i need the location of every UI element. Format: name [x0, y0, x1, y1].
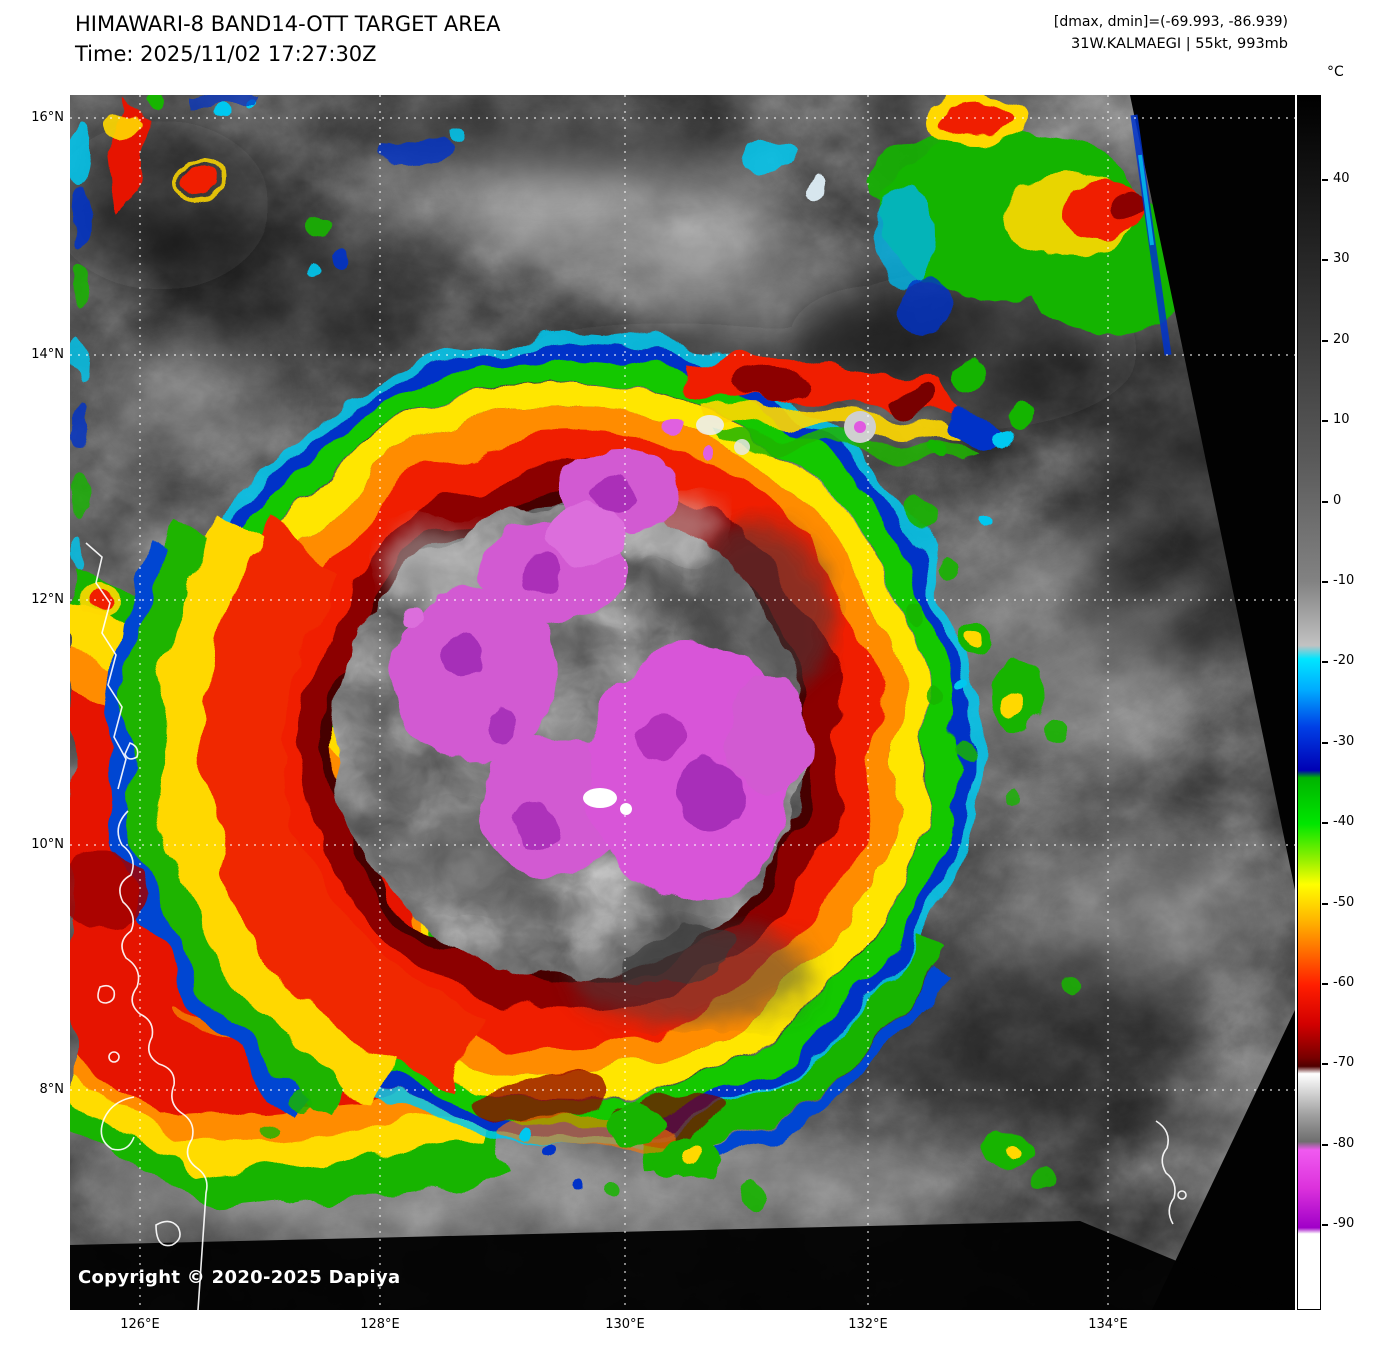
colorbar-tick-label: -90: [1333, 1216, 1355, 1231]
colorbar-tick-mark: [1322, 1063, 1328, 1065]
colorbar-tick-label: 10: [1333, 412, 1350, 427]
colorbar-tick-mark: [1322, 1144, 1328, 1146]
header-dmax-dmin: [dmax, dmin]=(-69.993, -86.939): [1053, 14, 1288, 30]
colorbar-tick-label: -10: [1333, 573, 1355, 588]
colorbar-tick-label: 30: [1333, 251, 1350, 266]
colorbar-tick-label: -50: [1333, 895, 1355, 910]
colorbar-tick-mark: [1322, 903, 1328, 905]
colorbar-tick-mark: [1322, 581, 1328, 583]
satellite-plot: Copyright © 2020-2025 Dapiya: [70, 95, 1295, 1310]
colorbar-tick-label: 0: [1333, 493, 1342, 508]
lat-tick-label: 16°N: [31, 110, 64, 125]
colorbar-tick-label: -40: [1333, 814, 1355, 829]
warm-spot-in-core: [583, 411, 876, 815]
colorbar-tick-mark: [1322, 420, 1328, 422]
colorbar-tick-label: 20: [1333, 332, 1350, 347]
scattered-convection: [70, 95, 1200, 1207]
colorbar-tick-mark: [1322, 983, 1328, 985]
colorbar-tick-mark: [1322, 259, 1328, 261]
header-time: Time: 2025/11/02 17:27:30Z: [75, 42, 377, 66]
colorbar-tick-label: -70: [1333, 1055, 1355, 1070]
colorbar-tick-label: -20: [1333, 653, 1355, 668]
lat-tick-label: 10°N: [31, 837, 64, 852]
colorbar-tick-mark: [1322, 501, 1328, 503]
colorbar-unit-label: °C: [1327, 64, 1344, 80]
satellite-image: [70, 95, 1295, 1310]
lon-tick-label: 126°E: [120, 1317, 160, 1332]
coastlines: [85, 542, 1187, 1310]
colorbar-tick-label: 40: [1333, 171, 1350, 186]
lon-tick-label: 134°E: [1088, 1317, 1128, 1332]
colorbar-tick-mark: [1322, 822, 1328, 824]
colorbar-tick-label: -80: [1333, 1136, 1355, 1151]
colorbar-tick-label: -30: [1333, 734, 1355, 749]
colorbar-tick-mark: [1322, 179, 1328, 181]
lat-tick-label: 8°N: [39, 1082, 65, 1097]
colorbar-tick-mark: [1322, 340, 1328, 342]
lat-tick-label: 12°N: [31, 592, 64, 607]
header-storm-label: 31W.KALMAEGI | 55kt, 993mb: [1071, 36, 1288, 52]
header-title: HIMAWARI-8 BAND14-OTT TARGET AREA: [75, 12, 501, 36]
lon-tick-label: 132°E: [848, 1317, 888, 1332]
no-data-region: [70, 95, 1295, 1310]
colorbar-tick-mark: [1322, 742, 1328, 744]
colorbar: [1297, 95, 1321, 1310]
lon-tick-label: 130°E: [605, 1317, 645, 1332]
colorbar-gradient: [1298, 96, 1320, 1309]
cold-overshooting-tops: [393, 417, 810, 903]
colorbar-tick-label: -60: [1333, 975, 1355, 990]
lon-tick-label: 128°E: [360, 1317, 400, 1332]
lat-tick-label: 14°N: [31, 347, 64, 362]
copyright-text: Copyright © 2020-2025 Dapiya: [78, 1267, 401, 1288]
colorbar-tick-mark: [1322, 661, 1328, 663]
colorbar-tick-mark: [1322, 1224, 1328, 1226]
